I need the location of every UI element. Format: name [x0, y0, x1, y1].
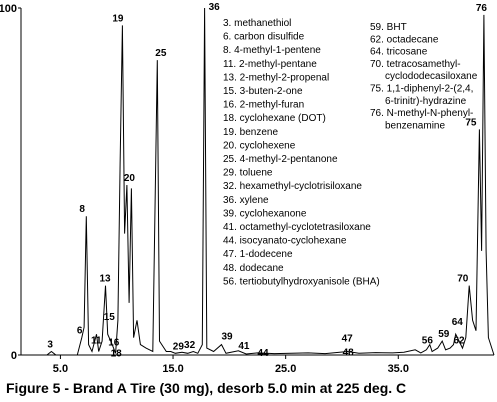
- peak-label: 64: [452, 317, 464, 328]
- legend-entry: 20. cyclohexene: [223, 140, 296, 151]
- peak-label: 15: [104, 312, 116, 323]
- peak-label: 48: [343, 347, 355, 358]
- x-tick-label: 5.0: [53, 363, 68, 375]
- peak-label: 20: [124, 173, 136, 184]
- x-tick-label: 35.0: [388, 363, 409, 375]
- x-tick-label: 15.0: [162, 363, 183, 375]
- legend-entry: 19. benzene: [223, 127, 278, 138]
- legend-entry: 16. 2-methyl-furan: [223, 100, 304, 111]
- legend-entry: 76. N-methyl-N-phenyl-: [370, 108, 473, 119]
- tick-labels: 5.0 15.0 25.0 35.0 0 100: [0, 3, 409, 375]
- legend-entry: 44. isocyanato-cyclohexane: [223, 236, 347, 247]
- peak-label: 62: [453, 336, 465, 347]
- legend-entry: 48. dodecane: [223, 263, 284, 274]
- figure-caption: Figure 5 - Brand A Tire (30 mg), desorb …: [6, 380, 407, 396]
- legend-entry: 13. 2-methyl-2-propenal: [223, 72, 329, 83]
- legend-entry: 15. 3-buten-2-one: [223, 86, 303, 97]
- peak-label: 3: [47, 340, 53, 351]
- legend-entry: 36. xylene: [223, 195, 269, 206]
- y-tick-label: 0: [11, 350, 17, 362]
- y-tick-label: 100: [0, 3, 17, 15]
- axes: [20, 8, 494, 356]
- legend-entry: 25. 4-methyl-2-pentanone: [223, 154, 338, 165]
- legend-entry: 62. octadecane: [370, 34, 439, 45]
- peak-label: 75: [465, 117, 477, 128]
- peak-label: 70: [457, 274, 469, 285]
- legend-entry: cyclododecasiloxane: [385, 71, 478, 82]
- legend-entry: 47. 1-dodecene: [223, 249, 293, 260]
- legend-entry: 18. cyclohexane (DOT): [223, 113, 326, 124]
- legend-entry: 29. toluene: [223, 168, 273, 179]
- peak-label: 56: [422, 336, 434, 347]
- legend-entry: 70. tetracosamethyl-: [370, 59, 461, 70]
- legend-entry: 6-trinitr)-hydrazine: [385, 96, 467, 107]
- legend-entry: 3. methanethiol: [223, 18, 291, 29]
- peak-label: 44: [258, 348, 270, 359]
- legend-entry: 8. 4-methyl-1-pentene: [223, 45, 321, 56]
- peak-label: 11: [91, 336, 102, 347]
- peak-label: 41: [238, 341, 250, 352]
- peak-label: 29: [173, 342, 185, 353]
- legend-entry: benzenamine: [385, 120, 445, 131]
- peak-label: 59: [438, 329, 450, 340]
- peak-label: 19: [112, 13, 124, 24]
- x-tick-label: 25.0: [275, 363, 296, 375]
- legend-entry: 11. 2-methyl-pentane: [223, 59, 317, 70]
- peak-label: 6: [77, 326, 83, 337]
- legend-entry: 64. tricosane: [370, 47, 428, 58]
- peak-label: 47: [342, 334, 354, 345]
- peak-label: 25: [155, 48, 167, 59]
- peak-label: 39: [221, 332, 233, 343]
- peak-label: 16: [108, 338, 120, 349]
- legend-entry: 32. hexamethyl-cyclotrisiloxane: [223, 181, 362, 192]
- legend-entry: 41. octamethyl-cyclotetrasiloxane: [223, 222, 371, 233]
- legend-entry: 75. 1,1-diphenyl-2-(2,4,: [370, 84, 473, 95]
- legend-entry: 56. tertiobutylhydroxyanisole (BHA): [223, 276, 380, 287]
- legend-entry: 59. BHT: [370, 22, 407, 33]
- legend-entry: 6. carbon disulfide: [223, 32, 305, 43]
- peak-label: 36: [209, 2, 221, 13]
- peak-label: 8: [79, 204, 85, 215]
- chromatogram-trace: [21, 7, 495, 356]
- legend-entry: 39. cyclohexanone: [223, 208, 307, 219]
- peak-label: 13: [99, 274, 111, 285]
- compound-legend-left: 3. methanethiol 6. carbon disulfide 8. 4-m…: [223, 18, 380, 287]
- peak-label: 18: [111, 348, 123, 359]
- peak-label: 32: [184, 340, 196, 351]
- peak-label: 76: [476, 3, 488, 14]
